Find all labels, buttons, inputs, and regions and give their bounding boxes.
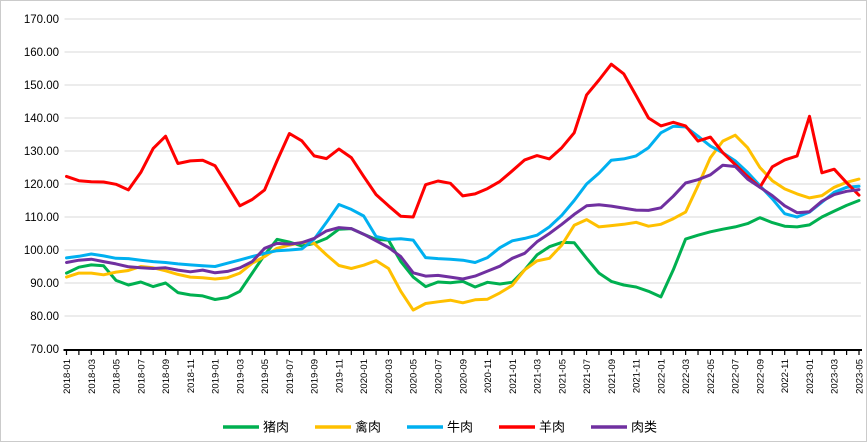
legend-label: 羊肉 — [539, 420, 565, 435]
legend-label: 猪肉 — [263, 420, 289, 435]
x-axis-tick-label: 2018-07 — [136, 359, 147, 394]
x-axis-tick-label: 2022-11 — [780, 359, 791, 393]
x-axis-tick-label: 2022-05 — [706, 359, 717, 394]
x-axis-tick-label: 2019-01 — [211, 359, 222, 394]
x-axis-tick-label: 2020-05 — [409, 359, 420, 394]
y-axis-tick-label: 130.00 — [24, 146, 59, 158]
x-axis-tick-label: 2020-11 — [483, 359, 494, 393]
x-axis-tick-label: 2019-07 — [285, 359, 296, 394]
y-axis-tick-label: 150.00 — [24, 80, 59, 92]
legend-item-肉类: 肉类 — [591, 420, 657, 435]
legend-item-羊肉: 羊肉 — [499, 420, 565, 435]
x-axis-tick-label: 2021-01 — [508, 359, 519, 394]
legend-label: 禽肉 — [355, 420, 381, 435]
x-axis-tick-label: 2020-07 — [433, 359, 444, 394]
x-axis-tick-label: 2020-01 — [359, 359, 370, 394]
y-axis-tick-label: 160.00 — [24, 47, 59, 59]
legend-item-牛肉: 牛肉 — [407, 420, 473, 435]
series-line-肉类 — [65, 163, 861, 281]
x-axis-tick-label: 2019-05 — [260, 359, 271, 394]
legend-item-猪肉: 猪肉 — [223, 420, 289, 435]
x-axis-tick-label: 2021-11 — [632, 359, 643, 393]
legend-item-禽肉: 禽肉 — [315, 420, 381, 435]
y-axis-tick-label: 90.00 — [30, 278, 59, 290]
series-line-禽肉 — [65, 133, 861, 312]
x-axis-tick-label: 2022-09 — [755, 359, 766, 394]
legend-label: 牛肉 — [447, 420, 473, 435]
x-axis-tick-label: 2018-01 — [62, 359, 73, 394]
y-axis-tick-label: 140.00 — [24, 113, 59, 125]
x-axis-tick-label: 2018-05 — [112, 359, 123, 394]
x-axis-tick-label: 2020-03 — [384, 359, 395, 394]
x-axis-tick-label: 2023-05 — [855, 359, 866, 394]
x-axis-tick-label: 2023-03 — [830, 359, 841, 394]
y-axis-tick-label: 110.00 — [25, 212, 59, 224]
y-axis-tick-label: 80.00 — [30, 311, 59, 323]
x-axis-tick-label: 2021-07 — [582, 359, 593, 394]
x-axis-tick-label: 2018-09 — [161, 359, 172, 394]
x-axis-tick-label: 2018-03 — [87, 359, 98, 394]
x-axis-tick-label: 2022-01 — [656, 359, 667, 394]
x-axis-tick-label: 2021-09 — [607, 359, 618, 394]
x-axis-tick-label: 2019-09 — [310, 359, 321, 394]
x-axis-tick-label: 2021-05 — [557, 359, 568, 394]
series-line-猪肉 — [65, 199, 861, 301]
x-axis-tick-label: 2018-11 — [186, 359, 197, 393]
x-axis-tick-label: 2019-11 — [334, 359, 345, 393]
y-axis-tick-label: 100.00 — [24, 245, 59, 257]
x-axis-tick-label: 2019-03 — [235, 359, 246, 394]
legend-label: 肉类 — [631, 420, 657, 435]
x-axis-tick-label: 2023-01 — [805, 359, 816, 394]
y-axis-tick-label: 170.00 — [24, 14, 59, 26]
x-axis-tick-label: 2022-07 — [731, 359, 742, 394]
x-axis-tick-label: 2022-03 — [681, 359, 692, 394]
x-axis-tick-label: 2020-09 — [458, 359, 469, 394]
y-axis-tick-label: 70.00 — [30, 344, 59, 356]
series-line-羊肉 — [65, 62, 861, 219]
x-axis-tick-label: 2021-03 — [533, 359, 544, 394]
y-axis-tick-label: 120.00 — [24, 179, 59, 191]
